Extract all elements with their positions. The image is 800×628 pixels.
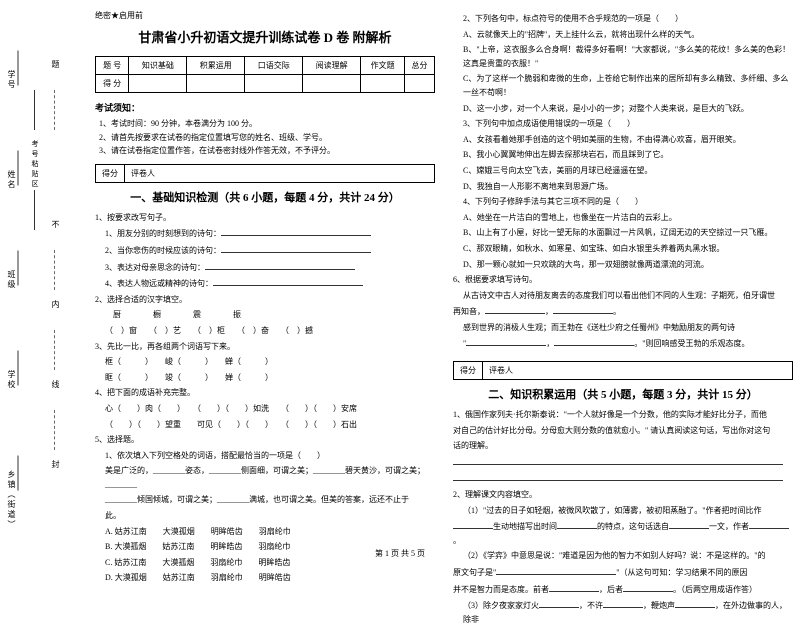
- q2: 2、选择合适的汉字填空。: [95, 293, 435, 307]
- opt-a: A. 姑苏江南 大漠孤烟 明眸皓齿 羽扇纶巾: [95, 525, 435, 539]
- c2-l6: 3、下列句中加点成语使用错误的一项是（ ）: [453, 117, 793, 131]
- c2-l11: 4、下列句子修辞手法与其它三项不同的是（ ）: [453, 195, 793, 209]
- seal-text-3: 内: [50, 300, 61, 311]
- q1: 1、按要求改写句子。: [95, 211, 435, 225]
- notice-list: 1、考试时间：90 分钟，本卷满分为 100 分。 2、请首先按要求在试卷的指定…: [99, 117, 435, 158]
- seal-text-2: 线: [50, 380, 61, 391]
- table-row: 得 分: [96, 75, 435, 93]
- p2-q2-1: （1）"过去的日子如轻烟，被微风吹散了，如薄雾，被初阳蒸融了。"作者把时间比作: [453, 504, 793, 518]
- q1-2: 2、当你悲伤的时候应该的诗句：: [95, 243, 435, 258]
- blank-line: [453, 471, 793, 486]
- field-township-label: 乡镇（街道）: [6, 470, 17, 530]
- q1-1: 1、朋友分别的时刻想到的诗句：: [95, 226, 435, 241]
- paste-area-note: 考号粘贴区: [30, 140, 40, 190]
- part1-heading: 一、基础知识检测（共 6 小题，每题 4 分，共计 24 分）: [95, 189, 435, 205]
- binding-margin: 乡镇（街道） 学校 班级 姓名 学号 封 线 内 不 题 考号粘贴区: [0, 0, 90, 565]
- p2-q1a: 1、俄国作家列夫·托尔斯泰说："一个人就好像是一个分数，他的实际才能好比分子，而…: [453, 408, 793, 422]
- score-label: 得分: [454, 362, 483, 379]
- th-num: 题 号: [96, 57, 129, 75]
- q5-1: 1、依次填入下列空格处的词语，搭配最恰当的一项是（ ）: [95, 449, 435, 463]
- seal-text-1: 封: [50, 460, 61, 471]
- p2-q2: 2、理解课文内容填空。: [453, 488, 793, 502]
- th-total: 总分: [405, 57, 435, 75]
- blank-line: [453, 455, 793, 470]
- q3b: 眶（ ） 竣（ ） 婵（ ）: [95, 371, 435, 385]
- q4: 4、把下面的成语补充完整。: [95, 386, 435, 400]
- q5-1a: 美是广泛的，________姿态，________侧面细，可谓之美；______…: [95, 464, 435, 491]
- c2-l12: A、她坐在一片洁白的雪地上，也像坐在一片洁白的云彩上。: [453, 211, 793, 225]
- seal-text-4: 不: [50, 220, 61, 231]
- c2-l18: 再知音，，。: [453, 304, 793, 319]
- c2-l5: D、这一小步，对一个人来说，是小小的一步；对整个人类来说，是巨大的飞跃。: [453, 102, 793, 116]
- field-class-label: 班级: [6, 270, 17, 290]
- q3a: 框（ ） 峻（ ） 蝉（ ）: [95, 355, 435, 369]
- grader-label: 评卷人: [483, 362, 792, 379]
- c2-l19: 感到世界的消极人生观；而王勃在《送杜少府之任蜀州》中勉励朋友的两句诗: [453, 321, 793, 335]
- c2-l13: B、山上有了小屋，好比一望无际的水面飘过一片风帆，辽阔无边的天空掠过一只飞雁。: [453, 226, 793, 240]
- notice-item: 3、请在试卷指定位置作答，在试卷密封线外作答无效，不予评分。: [99, 144, 435, 158]
- th-5: 作文题: [361, 57, 405, 75]
- c2-l1: 2、下列各句中，标点符号的使用不合乎规范的一项是（ ）: [453, 12, 793, 26]
- c2-l2: A、云就像天上的"招牌"，天上挂什么云，就将出现什么样的天气。: [453, 28, 793, 42]
- th-1: 知识基础: [129, 57, 187, 75]
- c2-l8: B、我小心翼翼地伸出左脚去探那块岩石，而且踩到了它。: [453, 148, 793, 162]
- field-school-label: 学校: [6, 370, 17, 390]
- p2-q1b: 对自己的估计好比分母。分母愈大则分数的值就愈小。" 请认真阅读这句话，写出你对这…: [453, 424, 793, 438]
- p2-q2-1b: 生动地描写出时间的特点，这句话选自一文，作者。: [453, 519, 793, 547]
- c2-l10: D、我独自一人形影不离地来到思源广场。: [453, 180, 793, 194]
- right-column: 2、下列各句中，标点符号的使用不合乎规范的一项是（ ） A、云就像天上的"招牌"…: [453, 10, 793, 628]
- left-column: 绝密★启用前 甘肃省小升初语文提升训练试卷 D 卷 附解析 题 号 知识基础 积…: [95, 10, 435, 628]
- seal-text-5: 题: [50, 60, 61, 71]
- c2-l15: D、那一颗心就如一只欢跳的大鸟，那一双翅膀就像两道漂流的河流。: [453, 258, 793, 272]
- section-score-box-2: 得分 评卷人: [453, 361, 793, 380]
- p2-q2-2c: 并不是智力而是态度。前者，后者。（后两空用成语作答）: [453, 582, 793, 597]
- exam-title: 甘肃省小升初语文提升训练试卷 D 卷 附解析: [95, 27, 435, 46]
- c2-l14: C、那双眼睛，如秋水、如寒星、如宝珠、如白水银里头养着两丸黑水银。: [453, 242, 793, 256]
- q5-1b: ________倾国倾城，可谓之美；________满城，也可谓之美。但美的答案…: [95, 493, 435, 507]
- p2-q1c: 话的理解。: [453, 439, 793, 453]
- table-row: 题 号 知识基础 积累运用 口语交际 阅读理解 作文题 总分: [96, 57, 435, 75]
- score-table: 题 号 知识基础 积累运用 口语交际 阅读理解 作文题 总分 得 分: [95, 56, 435, 93]
- q2-row2: （ ）窗 （ ）艺 （ ）柜 （ ）奋 （ ）撼: [95, 324, 435, 338]
- q2-row1: 厨 橱 震 振: [95, 308, 435, 322]
- secret-mark: 绝密★启用前: [95, 10, 435, 21]
- section-score-box: 得分 评卷人: [95, 164, 435, 183]
- opt-d: D. 大漠孤烟 姑苏江南 羽扇纶巾 明眸皓齿: [95, 571, 435, 585]
- notice-item: 1、考试时间：90 分钟，本卷满分为 100 分。: [99, 117, 435, 131]
- page-footer: 第 1 页 共 5 页: [0, 548, 800, 559]
- c2-l20: "，。"则回响感受王勃的乐观态度。: [453, 336, 793, 351]
- c2-l17: 从古诗文中古人对待朋友离去的态度我们可以看出他们不同的人生观：子期死，伯牙谓世: [453, 289, 793, 303]
- q3: 3、先比一比，再各组两个词语写下来。: [95, 340, 435, 354]
- q5-1c: 此。: [95, 509, 435, 523]
- th-2: 积累运用: [187, 57, 245, 75]
- p2-q2-2b: 原文句子是""（从这句可知：学习结果不同的原因: [453, 565, 793, 580]
- q4b: （ ）（ ）望重 可见（ ）（ ） （ ）（ ）石出: [95, 418, 435, 432]
- c2-l4: C、为了这样一个脆弱和卑微的生命，上苍给它制作出来的居所却有多么精致、多纤细、多…: [453, 72, 793, 99]
- field-id-label: 学号: [6, 70, 17, 90]
- c2-l9: C、嫦娥三号向太空飞去，美丽的月球已经遥遥在望。: [453, 164, 793, 178]
- q1-3: 3、表达对母亲思念的诗句：: [95, 260, 435, 275]
- c2-l7: A、女孩看着她那手创造的这个明如美丽的生物，不由得满心欢喜，眉开眼笑。: [453, 133, 793, 147]
- c2-l16: 6、根据要求填写诗句。: [453, 273, 793, 287]
- th-3: 口语交际: [245, 57, 303, 75]
- part2-heading: 二、知识积累运用（共 5 小题，每题 3 分，共计 15 分）: [453, 386, 793, 402]
- page-content: 绝密★启用前 甘肃省小升初语文提升训练试卷 D 卷 附解析 题 号 知识基础 积…: [95, 10, 795, 628]
- q4a: 心（ ）肉（ ） （ ）（ ）如洗 （ ）（ ）安席: [95, 402, 435, 416]
- field-name-label: 姓名: [6, 170, 17, 190]
- notice-heading: 考试须知：: [95, 101, 435, 114]
- grader-label: 评卷人: [125, 165, 434, 182]
- notice-item: 2、请首先按要求在试卷的指定位置填写您的姓名、班级、学号。: [99, 131, 435, 145]
- score-label: 得分: [96, 165, 125, 182]
- row-score-label: 得 分: [96, 75, 129, 93]
- p2-q2-3: （3）除夕夜家家灯火，不许，鞭炮声，在外边做事的人，除非: [453, 598, 793, 626]
- q1-4: 4、表达人物远或精神的诗句：: [95, 276, 435, 291]
- th-4: 阅读理解: [303, 57, 361, 75]
- q5: 5、选择题。: [95, 433, 435, 447]
- c2-l3: B、"上帝，这衣服多么合身啊！裁得多好看啊！"大家都说，"多么美的花纹！多么美的…: [453, 43, 793, 70]
